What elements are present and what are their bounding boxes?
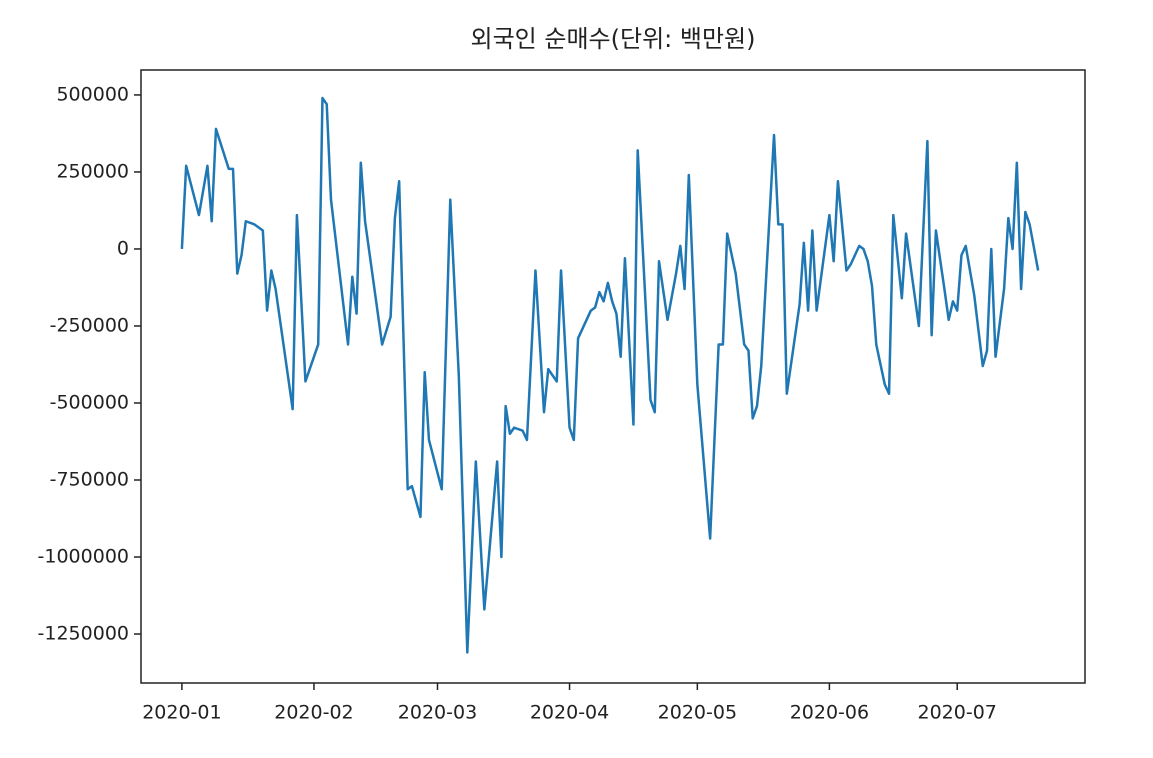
x-tick-label: 2020-03 [398, 702, 477, 724]
y-tick-label: 250000 [56, 160, 129, 182]
chart-title: 외국인 순매수(단위: 백만원) [471, 25, 756, 53]
x-tick-label: 2020-07 [918, 702, 997, 724]
y-tick-label: -1250000 [38, 623, 129, 645]
y-tick-label: -250000 [50, 314, 129, 336]
x-tick-label: 2020-01 [142, 702, 221, 724]
y-tick-label: 0 [117, 237, 129, 259]
y-tick-label: 500000 [56, 83, 129, 105]
plot-frame [140, 69, 1086, 684]
x-tick-label: 2020-02 [274, 702, 353, 724]
y-tick-label: -1000000 [38, 546, 129, 568]
x-tick-label: 2020-04 [530, 702, 609, 724]
x-tick-label: 2020-06 [790, 702, 869, 724]
y-tick-label: -500000 [50, 391, 129, 413]
x-tick-label: 2020-05 [658, 702, 737, 724]
y-tick-label: -750000 [50, 469, 129, 491]
data-line [180, 96, 1040, 654]
